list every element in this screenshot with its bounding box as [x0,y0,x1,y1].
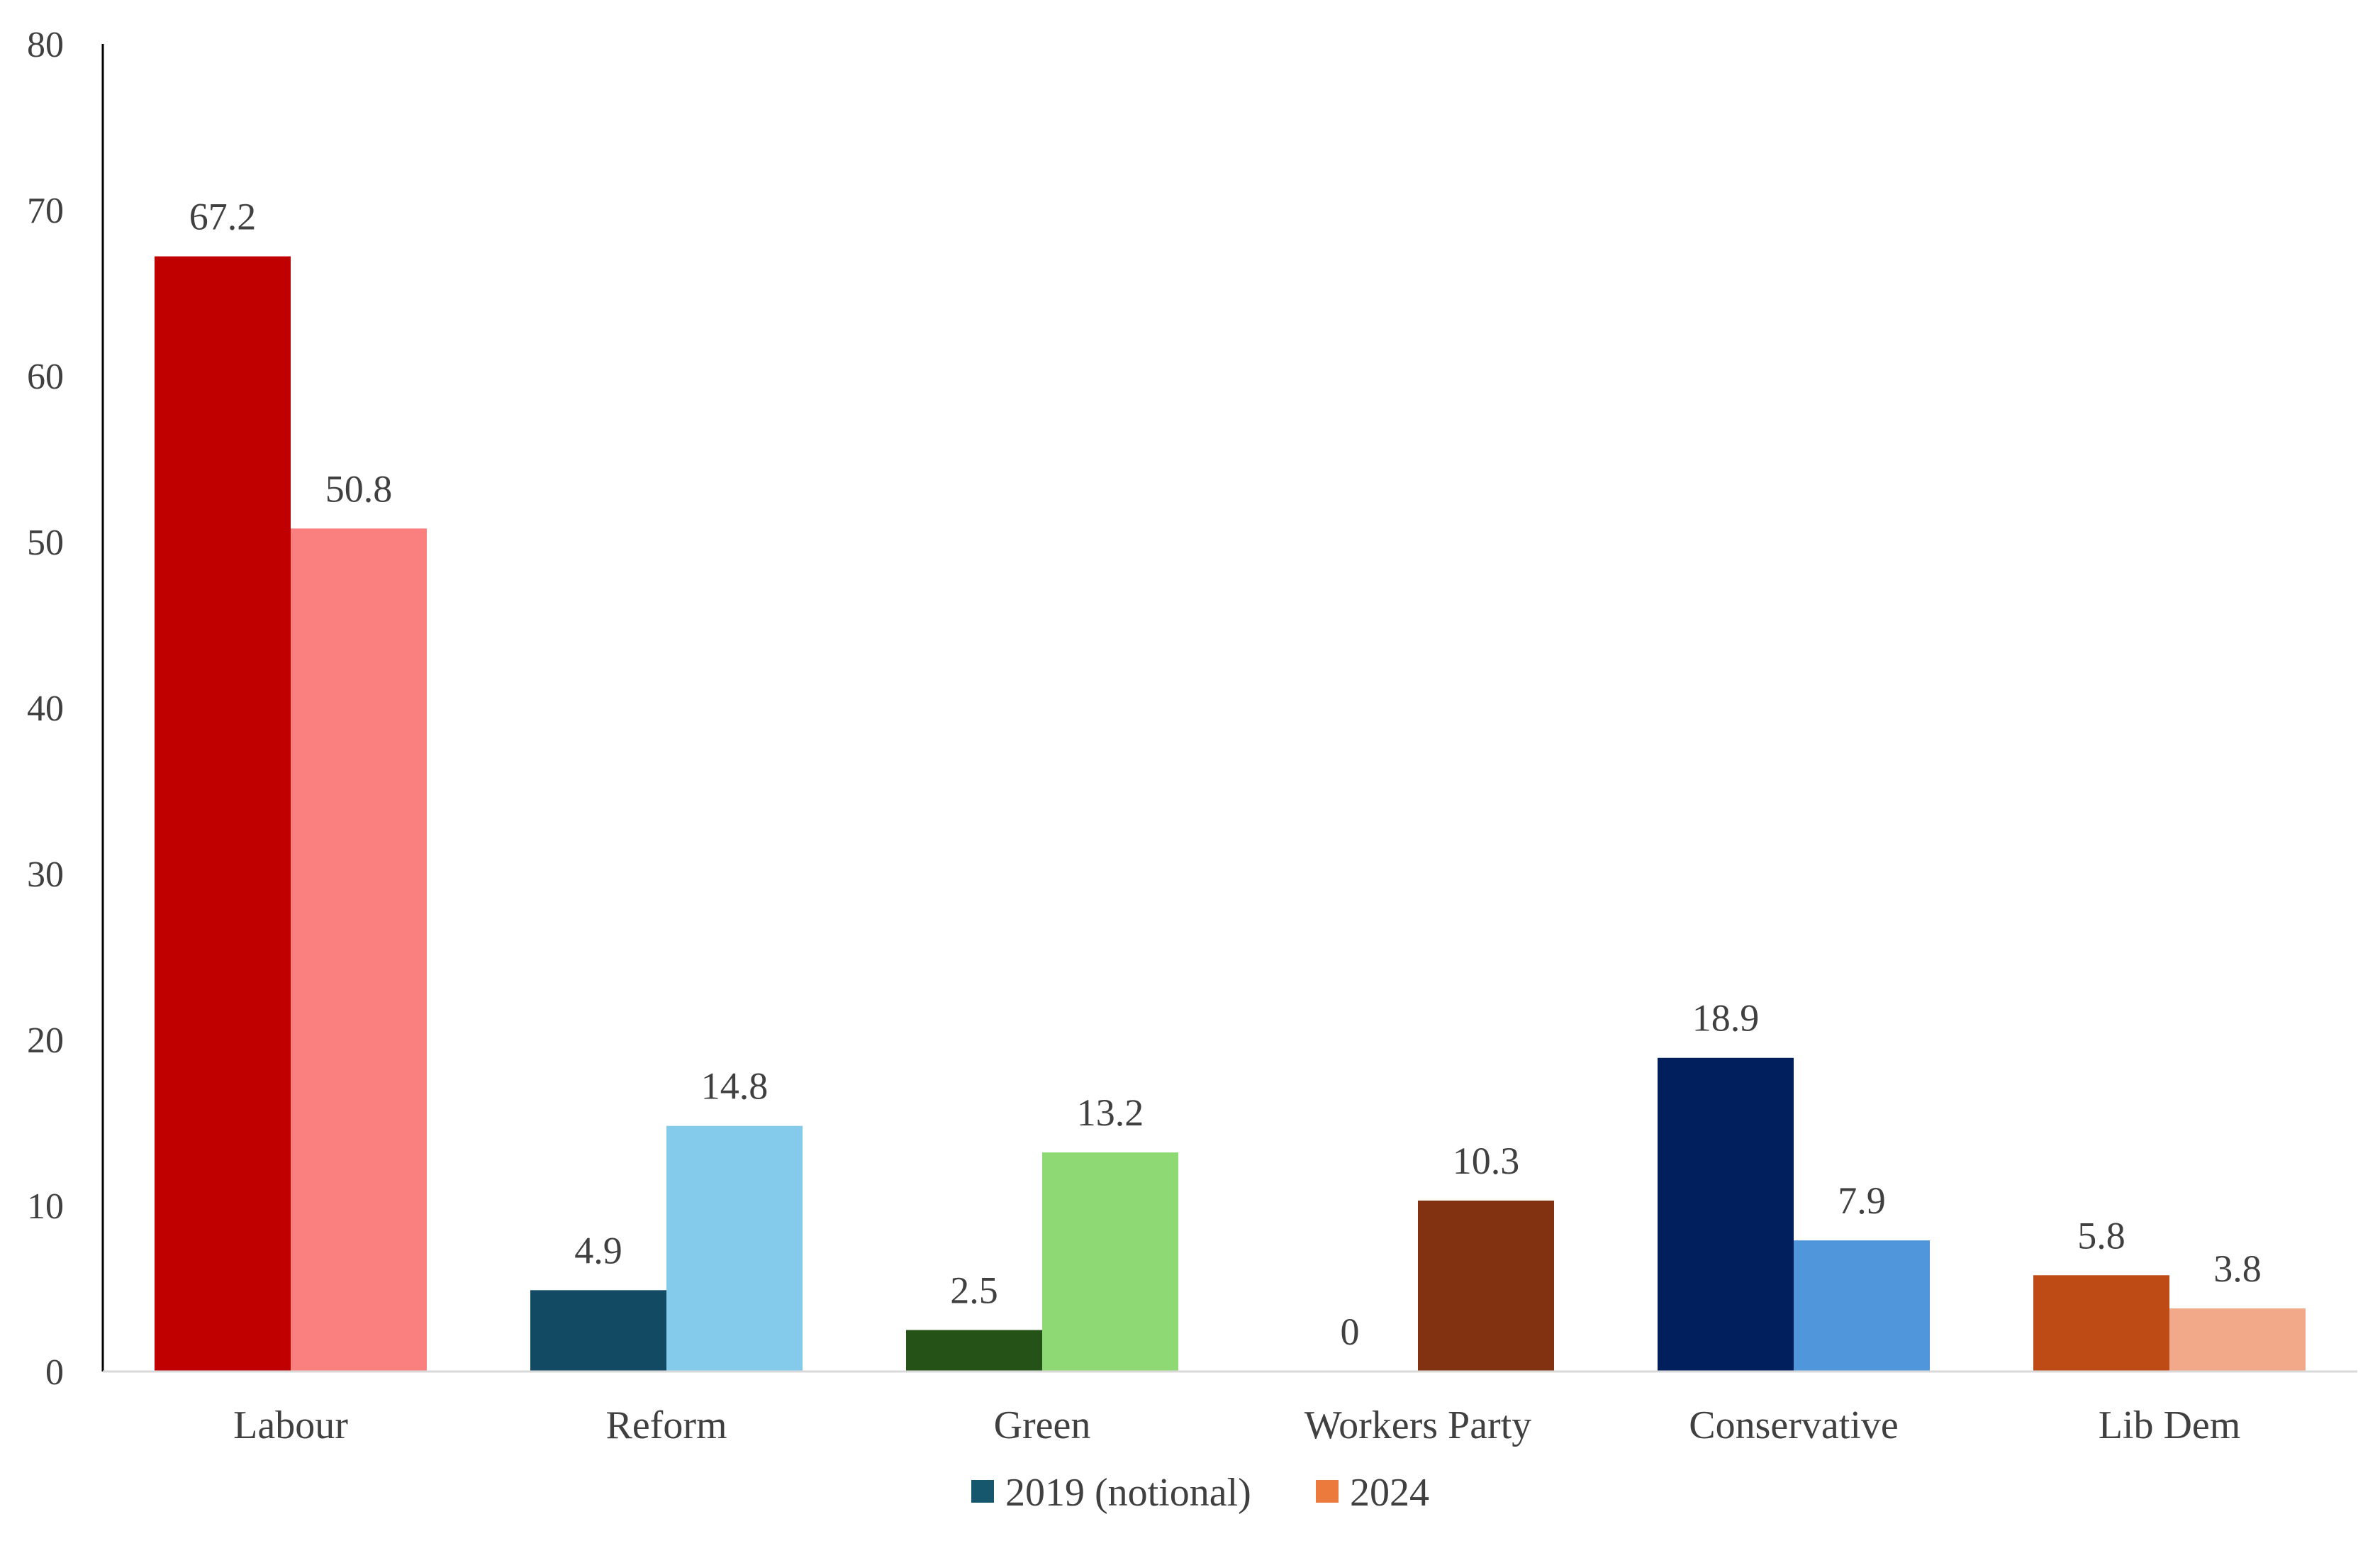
data-label: 4.9 [574,1229,622,1272]
bar [2033,1275,2169,1371]
y-axis-ticks: 0 10 20 30 40 50 60 70 80 [27,25,64,1393]
data-label: 13.2 [1077,1091,1144,1134]
data-label: 5.8 [2077,1214,2125,1257]
category-label: Lib Dem [2099,1403,2241,1447]
y-tick-label: 80 [27,25,64,65]
y-tick-label: 20 [27,1020,64,1061]
legend-label: 2019 (notional) [1005,1471,1251,1515]
y-tick-label: 40 [27,689,64,729]
category-labels: Labour Reform Green Workers Party Conservati… [233,1403,2240,1447]
category-label: Green [994,1403,1091,1447]
data-label: 2.5 [950,1269,998,1312]
data-label: 67.2 [189,196,257,238]
bar [291,528,427,1371]
data-label: 0 [1341,1311,1360,1353]
y-tick-label: 30 [27,855,64,895]
bar [1658,1057,1794,1371]
data-label: 3.8 [2213,1247,2262,1290]
y-tick-label: 50 [27,523,64,563]
data-label: 7.9 [1838,1179,1886,1222]
y-tick-label: 60 [27,357,64,397]
category-label: Workers Party [1304,1403,1532,1447]
data-label: 18.9 [1692,997,1760,1040]
y-tick-label: 0 [45,1352,64,1393]
bar [1042,1152,1178,1371]
bar [530,1290,666,1371]
data-labels: 67.2 50.8 4.9 14.8 2.5 13.2 0 10.3 18.9 7.9 5.8 3.8 [189,196,2262,1353]
data-label: 10.3 [1453,1140,1520,1182]
legend-swatch [971,1480,994,1503]
data-label: 14.8 [701,1065,769,1108]
data-label: 50.8 [325,467,393,510]
bar [666,1125,803,1371]
bars [155,256,2306,1371]
category-label: Reform [605,1403,727,1447]
category-label: Conservative [1689,1403,1898,1447]
legend-swatch [1316,1480,1339,1503]
bar [155,256,291,1371]
bar [2169,1308,2306,1371]
bar [906,1330,1042,1371]
legend-label: 2024 [1350,1471,1429,1515]
legend: 2019 (notional) 2024 [971,1471,1429,1515]
bar [1418,1200,1554,1371]
y-tick-label: 10 [27,1186,64,1227]
y-tick-label: 70 [27,191,64,231]
category-label: Labour [233,1403,348,1447]
bar [1794,1240,1930,1371]
